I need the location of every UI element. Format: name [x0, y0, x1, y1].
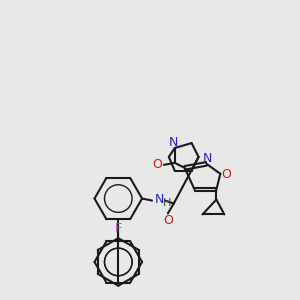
Text: O: O — [221, 168, 231, 181]
Text: O: O — [152, 158, 162, 171]
Text: H: H — [163, 199, 171, 208]
Text: N: N — [169, 136, 178, 148]
Text: F: F — [115, 222, 122, 235]
Text: N: N — [203, 152, 212, 165]
Text: O: O — [163, 214, 173, 227]
Text: N: N — [155, 193, 164, 206]
